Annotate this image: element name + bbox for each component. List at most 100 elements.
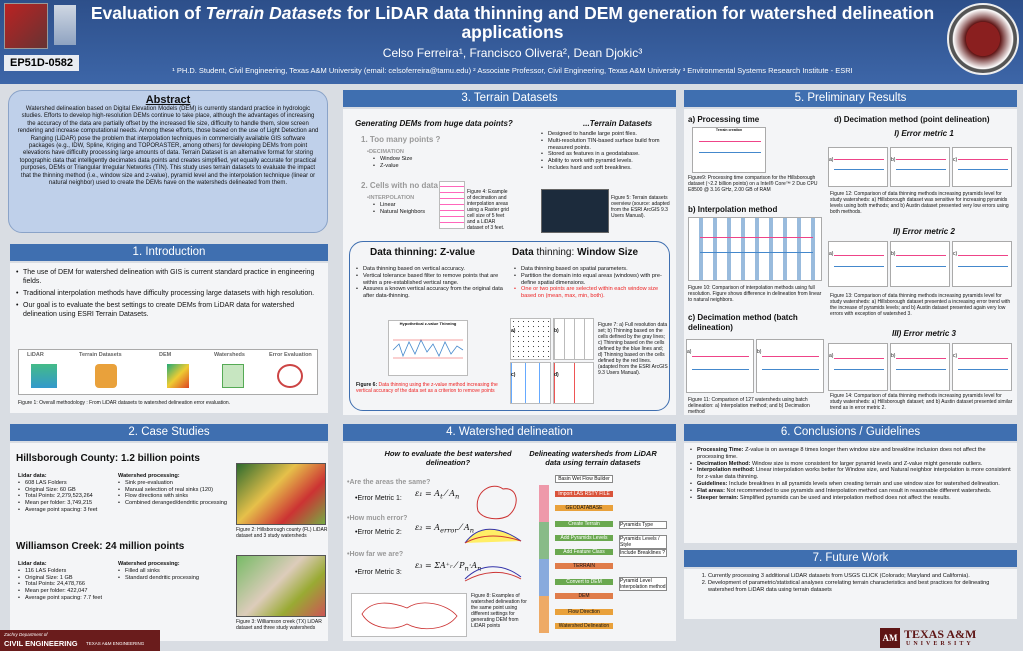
intro-bullet: Our goal is to evaluate the best setting… xyxy=(16,301,322,319)
z-value-series xyxy=(392,339,464,359)
flow-label: Watersheds xyxy=(214,352,245,358)
hillsborough-map xyxy=(236,463,326,525)
future-work-panel: Currently processing 3 additional LiDAR … xyxy=(684,569,1017,619)
interpolation-list: •INTERPOLATION LinearNatural Neighbors xyxy=(367,195,425,215)
em2-chart-b: b) xyxy=(890,241,950,287)
error-metric-2-title: II) Error metric 2 xyxy=(893,227,955,236)
grid-panel-c: c) xyxy=(510,362,551,404)
flow-label: Terrain Datasets xyxy=(79,352,122,358)
hillsborough-heading: Hillsborough County: 1.2 billion points xyxy=(16,453,200,464)
fig13-caption: Figure 13: Comparison of data thinning m… xyxy=(830,293,1011,317)
fig8-caption: Figure 8: Examples of watershed delineat… xyxy=(471,593,527,629)
flow-node: TERRAIN xyxy=(555,563,613,569)
fig4-caption: Figure 4: Example of decimation and inte… xyxy=(467,189,509,231)
fig6-caption: Figure 6: Data thinning using the z-valu… xyxy=(356,382,498,394)
intro-bullets: The use of DEM for watershed delineation… xyxy=(16,268,322,319)
distance-sketch xyxy=(464,566,522,582)
hillsborough-processing: Watershed processing: Sink pre-evaluatio… xyxy=(118,473,236,507)
em3-chart-c: c) xyxy=(952,343,1012,391)
flow-side-note: Pyramids Type xyxy=(619,521,667,529)
batch-chart-b: b) xyxy=(756,339,824,393)
future-work-list: Currently processing 3 additional LiDAR … xyxy=(694,573,1007,593)
thinning-box: Data thinning: Z-value Data thinning: Wi… xyxy=(349,241,670,411)
authors: Celso Ferreira¹, Francisco Olivera², Dea… xyxy=(382,46,643,60)
question-1: 1. Too many points ? xyxy=(361,135,441,144)
fig3-caption: Figure 3: Williamson creek (TX) LiDAR da… xyxy=(236,619,322,631)
flow-side-note: Include Breaklines ? xyxy=(619,549,667,557)
raster-grid-figure xyxy=(439,181,465,229)
processing-time-title: a) Processing time xyxy=(688,115,760,124)
terrain-subtitle-left: Generating DEMs from huge data points? xyxy=(355,119,513,128)
section-future-work: 7. Future Work xyxy=(684,550,1017,567)
decimation-point-title: d) Decimation method (point delineation) xyxy=(834,115,990,124)
decimation-list: •DECIMATION Window SizeZ-value xyxy=(367,149,412,169)
bridge-image xyxy=(54,5,76,45)
fig7-caption: Figure 7: a) Full resolution data set; b… xyxy=(598,322,668,376)
flow-node: Import LAS RSTY FILE xyxy=(555,491,613,497)
em2-chart-a: a) xyxy=(828,241,888,287)
section-conclusions: 6. Conclusions / Guidelines xyxy=(684,424,1017,441)
section-terrain-datasets: 3. Terrain Datasets xyxy=(343,90,676,107)
section-introduction: 1. Introduction xyxy=(10,244,328,261)
williamson-lidar: Lidar data: 116 LAS FoldersOriginal Size… xyxy=(18,561,118,602)
error-eval-icon xyxy=(277,364,303,388)
flow-label: DEM xyxy=(159,352,172,358)
flow-node: Add Feature Class xyxy=(555,549,613,555)
watershed-examples-map xyxy=(351,593,467,637)
flow-node: Basin Wet Flow Builder xyxy=(555,475,613,483)
processing-time-chart: Terrain creation xyxy=(692,127,766,173)
section-watershed-delineation: 4. Watershed delineation xyxy=(343,424,676,441)
z-value-title: Data thinning: Z-value xyxy=(370,247,475,258)
z-value-chart: Hypothetical z-value Thinning xyxy=(388,320,468,376)
flow-node: Create Terrain xyxy=(555,521,613,527)
university-seal xyxy=(947,3,1019,75)
williamson-heading: Williamson Creek: 24 million points xyxy=(16,541,185,552)
watershed-icon xyxy=(222,364,244,388)
terrain-panel: Generating DEMs from huge data points? .… xyxy=(343,109,676,415)
fig9-caption: Figure9: Processing time comparison for … xyxy=(688,175,818,193)
fig2-caption: Figure 2: Hillsborough county (FL) LiDAR… xyxy=(236,527,328,539)
conclusion-item: Flat areas: Not recommended to use pyram… xyxy=(690,488,1011,495)
window-grid-figure: a) b) c) d) xyxy=(510,318,594,404)
em1-chart-c: c) xyxy=(952,147,1012,187)
fig5-caption: Figure 5: Terrain datasets overview (sou… xyxy=(611,195,670,219)
terrain-features: Designed to handle large point files.Mul… xyxy=(541,131,671,172)
poster-id: EP51D-0582 xyxy=(4,55,79,71)
future-item: Currently processing 3 additional LiDAR … xyxy=(708,573,1007,580)
batch-chart-a: a) xyxy=(686,339,754,393)
decimation-batch-title: c) Decimation method (batch delineation) xyxy=(688,313,798,332)
lidar-stack-icon xyxy=(31,364,57,388)
williamson-processing: Watershed processing: Filled all sinksSt… xyxy=(118,561,236,581)
results-panel: a) Processing time Terrain creation Figu… xyxy=(684,109,1017,415)
grid-panel-d: d) xyxy=(553,362,594,404)
flow-side-note: Pyramids Levels / Style xyxy=(619,535,667,549)
database-icon xyxy=(95,364,117,388)
conclusion-item: Decimation Method: Window size is more c… xyxy=(690,461,1011,468)
conclusion-item: Processing Time: Z-value is on average 8… xyxy=(690,447,1011,461)
areas-question: •Are the areas the same? xyxy=(347,479,431,486)
abstract-box: Abstract Watershed delineation based on … xyxy=(8,90,328,233)
interpolation-chart xyxy=(688,217,822,281)
terrain-overview-figure xyxy=(541,189,609,233)
section-case-studies: 2. Case Studies xyxy=(10,424,328,441)
delineation-subtitle: Delineating watersheds from LiDAR data u… xyxy=(529,449,657,467)
fig12-caption: Figure 12: Comparison of data thinning m… xyxy=(830,191,1009,215)
flow-node: Convert to DEM xyxy=(555,579,613,585)
dept-logo: Zachry Department of CIVIL ENGINEERING T… xyxy=(0,630,160,651)
abstract-title: Abstract xyxy=(145,94,191,106)
evaluation-question: How to evaluate the best watershed delin… xyxy=(384,449,512,467)
delineation-flowchart: Basin Wet Flow Builder Import LAS RSTY F… xyxy=(539,475,669,637)
grid-panel-b: b) xyxy=(553,318,594,360)
intro-bullet: Traditional interpolation methods have d… xyxy=(16,289,322,298)
methodology-flow-figure: LiDAR Terrain Datasets DEM Watersheds Er… xyxy=(18,349,318,395)
atm-logo-icon: AM xyxy=(880,628,900,648)
case-studies-panel: Hillsborough County: 1.2 billion points … xyxy=(10,443,328,641)
error-metric-3: •Error Metric 3: xyxy=(355,569,402,576)
conclusion-item: Interpolation method: Linear interpolati… xyxy=(690,467,1011,481)
abstract-text: Watershed delineation based on Digital E… xyxy=(17,106,319,187)
question-2: 2. Cells with no data ? xyxy=(361,181,446,190)
conclusion-list: Processing Time: Z-value is on average 8… xyxy=(690,447,1011,501)
affiliations: ¹ PH.D. Student, Civil Engineering, Texa… xyxy=(172,66,853,75)
flow-stage-bar xyxy=(539,485,549,633)
williamson-map xyxy=(236,555,326,617)
